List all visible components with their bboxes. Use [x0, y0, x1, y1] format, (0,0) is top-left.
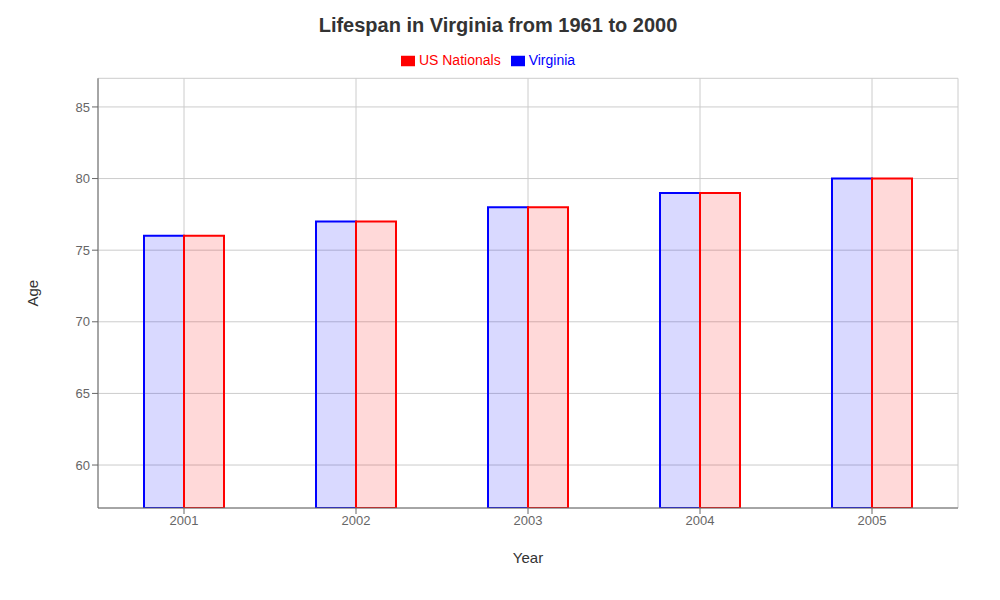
html-text:US Nationals: US Nationals [418, 52, 501, 68]
svg-text:70: 70 [76, 314, 90, 329]
svg-text:2004: 2004 [686, 513, 715, 528]
svg-text:85: 85 [76, 100, 90, 115]
svg-text:60: 60 [76, 458, 90, 473]
svg-text:2001: 2001 [170, 513, 199, 528]
html-text:Lifespan in Virginia from 1961: Lifespan in Virginia from 1961 to 2000 [318, 14, 678, 36]
svg-text:Age: Age [24, 280, 41, 307]
svg-text:Year: Year [513, 549, 543, 566]
svg-text:65: 65 [76, 386, 90, 401]
svg-text:75: 75 [76, 243, 90, 258]
svg-text:2005: 2005 [858, 513, 887, 528]
html-text:Virginia: Virginia [528, 52, 576, 68]
svg-text:80: 80 [76, 171, 90, 186]
svg-text:2002: 2002 [342, 513, 371, 528]
svg-text:2003: 2003 [514, 513, 543, 528]
